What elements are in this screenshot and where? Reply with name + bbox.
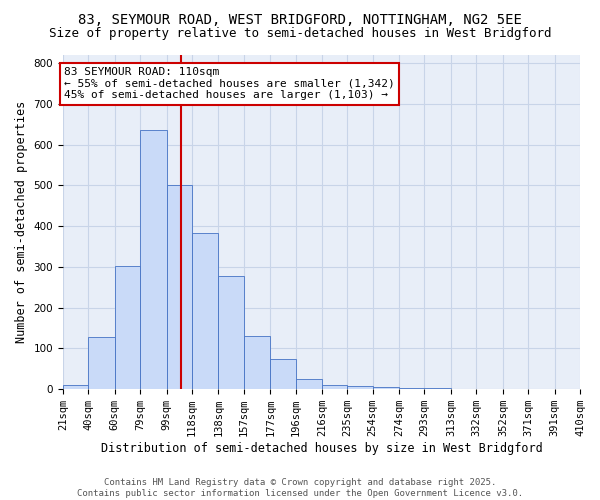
Bar bbox=[296, 379, 322, 389]
Bar bbox=[424, 388, 451, 389]
Bar bbox=[140, 130, 167, 389]
Bar bbox=[115, 266, 140, 389]
Text: Size of property relative to semi-detached houses in West Bridgford: Size of property relative to semi-detach… bbox=[49, 28, 551, 40]
Bar bbox=[167, 184, 192, 389]
Text: 83 SEYMOUR ROAD: 110sqm
← 55% of semi-detached houses are smaller (1,342)
45% of: 83 SEYMOUR ROAD: 110sqm ← 55% of semi-de… bbox=[64, 67, 395, 100]
Bar bbox=[192, 232, 218, 389]
X-axis label: Distribution of semi-detached houses by size in West Bridgford: Distribution of semi-detached houses by … bbox=[101, 442, 542, 455]
Text: 83, SEYMOUR ROAD, WEST BRIDGFORD, NOTTINGHAM, NG2 5EE: 83, SEYMOUR ROAD, WEST BRIDGFORD, NOTTIN… bbox=[78, 12, 522, 26]
Bar bbox=[88, 338, 115, 389]
Bar bbox=[322, 384, 347, 389]
Bar bbox=[218, 276, 244, 389]
Bar bbox=[63, 385, 88, 389]
Text: Contains HM Land Registry data © Crown copyright and database right 2025.
Contai: Contains HM Land Registry data © Crown c… bbox=[77, 478, 523, 498]
Bar bbox=[270, 360, 296, 389]
Bar bbox=[373, 387, 399, 389]
Y-axis label: Number of semi-detached properties: Number of semi-detached properties bbox=[15, 101, 28, 343]
Bar bbox=[347, 386, 373, 389]
Bar bbox=[399, 388, 424, 389]
Bar bbox=[244, 336, 270, 389]
